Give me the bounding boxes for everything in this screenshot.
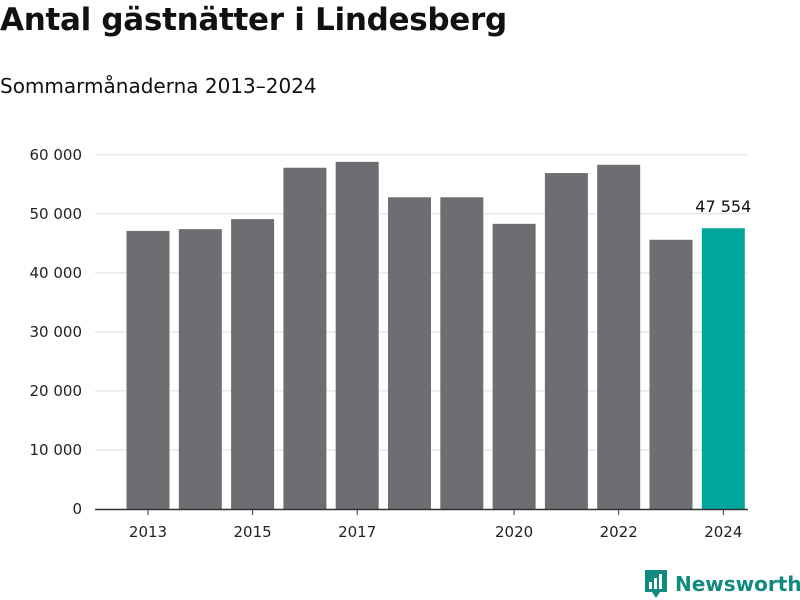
bar-2014 [178,229,222,510]
y-tick-label-10000: 10 000 [30,441,83,459]
bar-2013 [126,230,170,509]
bar-2016 [283,167,327,510]
x-tick-label-2024: 2024 [704,523,742,541]
bars [126,161,745,510]
data-labels: 47 554 [695,197,751,216]
bar-2021 [544,173,588,510]
y-tick-label-40000: 40 000 [30,264,83,282]
y-tick-label-0: 0 [72,500,82,518]
brand-name: Newsworthy [675,572,800,596]
y-axis-labels: 0 10 000 20 000 30 000 40 000 50 000 60 000 [30,146,83,518]
x-tick-label-2017: 2017 [338,523,376,541]
chart-subtitle: Sommarmånaderna 2013–2024 [0,74,317,98]
bar-2019 [440,197,484,509]
bar-2020 [492,223,536,510]
x-tick-label-2020: 2020 [495,523,533,541]
y-tick-label-30000: 30 000 [30,323,83,341]
bar-2017 [335,161,379,510]
newsworthy-logo: Newsworthy [643,568,800,600]
x-axis-ticks: 2013 2015 2017 2020 2022 2024 [129,509,742,541]
x-tick-label-2022: 2022 [600,523,638,541]
newsworthy-logo-icon [645,570,667,598]
data-label-2024: 47 554 [695,197,751,216]
bar-2023 [649,239,693,510]
chart-title: Antal gästnätter i Lindesberg [0,2,507,38]
y-tick-label-20000: 20 000 [30,382,83,400]
bar-2024 [701,228,745,509]
x-tick-label-2015: 2015 [234,523,272,541]
bar-2015 [231,219,275,510]
bar-2018 [388,197,431,509]
x-tick-label-2013: 2013 [129,523,167,541]
y-tick-label-50000: 50 000 [30,205,83,223]
bar-2022 [597,164,641,509]
y-tick-label-60000: 60 000 [30,146,83,164]
